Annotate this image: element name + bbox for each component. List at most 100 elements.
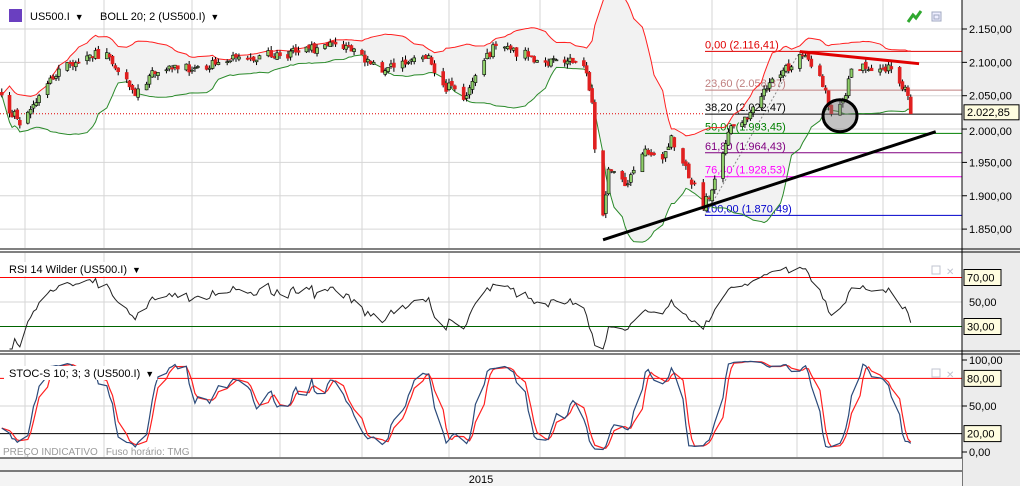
candle[interactable]: [846, 75, 851, 99]
candle[interactable]: [889, 62, 894, 74]
candle[interactable]: [798, 53, 802, 72]
candle[interactable]: [908, 94, 913, 115]
candle[interactable]: [371, 60, 376, 65]
candle[interactable]: [762, 85, 766, 100]
candle[interactable]: [85, 51, 89, 65]
candle[interactable]: [304, 46, 309, 54]
candle[interactable]: [573, 60, 578, 64]
candle[interactable]: [147, 73, 152, 88]
candle[interactable]: [626, 179, 630, 188]
chevron-down-icon[interactable]: ▼: [145, 369, 154, 379]
restore-icon[interactable]: [931, 11, 942, 22]
candle[interactable]: [237, 53, 241, 62]
candle[interactable]: [869, 64, 874, 72]
stochastic-panel[interactable]: [0, 360, 962, 451]
candle[interactable]: [107, 52, 112, 61]
candle[interactable]: [254, 59, 259, 66]
candle[interactable]: [514, 47, 519, 61]
candle[interactable]: [269, 46, 274, 58]
candle[interactable]: [743, 116, 747, 128]
candle[interactable]: [144, 81, 149, 91]
candle[interactable]: [37, 93, 41, 106]
highlight-circle[interactable]: [821, 98, 859, 134]
candle[interactable]: [818, 63, 822, 77]
candle[interactable]: [164, 67, 169, 74]
candle[interactable]: [494, 41, 498, 50]
candle[interactable]: [721, 151, 725, 183]
candle[interactable]: [701, 178, 706, 211]
candle[interactable]: [593, 99, 597, 153]
candle[interactable]: [216, 58, 221, 66]
candle[interactable]: [196, 65, 200, 69]
stoch-selector[interactable]: STOC-S 10; 3; 3 (US500.I) ▼: [4, 366, 158, 380]
candle[interactable]: [344, 42, 348, 53]
candle[interactable]: [461, 83, 466, 102]
candle[interactable]: [116, 67, 120, 76]
candle[interactable]: [18, 117, 22, 129]
candle[interactable]: [380, 60, 385, 73]
candle[interactable]: [127, 80, 132, 91]
candle[interactable]: [770, 77, 775, 83]
candle[interactable]: [34, 98, 39, 107]
candle[interactable]: [464, 92, 469, 102]
candle[interactable]: [672, 136, 677, 151]
symbol-label[interactable]: US500.I: [30, 11, 70, 23]
candle[interactable]: [809, 55, 814, 69]
candle[interactable]: [406, 60, 411, 65]
candle[interactable]: [65, 61, 70, 72]
candle[interactable]: [328, 38, 333, 47]
price-panel[interactable]: 0,00 (2.116,41) 23,60 (2.058,37) 38,20 (2.…: [0, 0, 962, 243]
candle[interactable]: [590, 84, 594, 105]
candle[interactable]: [234, 52, 238, 62]
stoch-close-icon[interactable]: ✕: [946, 370, 954, 381]
candle[interactable]: [323, 44, 327, 50]
candle[interactable]: [170, 64, 174, 73]
candle[interactable]: [54, 74, 58, 81]
candle[interactable]: [549, 58, 553, 68]
candle[interactable]: [759, 92, 764, 110]
candle[interactable]: [666, 143, 671, 151]
rsi-title[interactable]: RSI 14 Wilder (US500.I): [9, 264, 127, 276]
stoch-title[interactable]: STOC-S 10; 3; 3 (US500.I): [9, 368, 140, 380]
candle[interactable]: [360, 48, 364, 55]
candle[interactable]: [365, 55, 370, 66]
candle[interactable]: [473, 73, 478, 87]
candle[interactable]: [640, 152, 645, 173]
candle[interactable]: [826, 90, 831, 111]
candle[interactable]: [225, 59, 229, 66]
candle[interactable]: [45, 80, 50, 99]
candle[interactable]: [863, 59, 868, 74]
candle[interactable]: [508, 44, 513, 54]
candle[interactable]: [535, 59, 539, 63]
candle[interactable]: [48, 75, 53, 85]
candle[interactable]: [710, 188, 714, 206]
candle[interactable]: [631, 166, 636, 175]
candle[interactable]: [849, 68, 854, 78]
candle[interactable]: [587, 71, 592, 92]
candle[interactable]: [526, 47, 531, 61]
chevron-down-icon[interactable]: ▼: [210, 12, 219, 22]
candle[interactable]: [453, 84, 457, 92]
candle[interactable]: [684, 159, 688, 170]
candle[interactable]: [606, 166, 611, 196]
candle[interactable]: [432, 60, 437, 77]
candle[interactable]: [447, 78, 451, 92]
candle[interactable]: [0, 88, 4, 98]
candle[interactable]: [76, 58, 81, 64]
candle[interactable]: [386, 67, 390, 74]
candle[interactable]: [726, 128, 731, 146]
candle[interactable]: [838, 100, 842, 116]
candle[interactable]: [73, 60, 78, 72]
candle[interactable]: [571, 57, 575, 64]
candle[interactable]: [187, 61, 191, 76]
candle[interactable]: [609, 169, 614, 174]
rsi-close-icon[interactable]: ✕: [946, 267, 954, 278]
candle[interactable]: [176, 65, 180, 74]
candle[interactable]: [584, 62, 589, 77]
candle[interactable]: [368, 60, 373, 65]
candle[interactable]: [130, 83, 135, 94]
candle[interactable]: [333, 37, 338, 47]
candle[interactable]: [204, 64, 209, 71]
candle[interactable]: [207, 65, 212, 73]
